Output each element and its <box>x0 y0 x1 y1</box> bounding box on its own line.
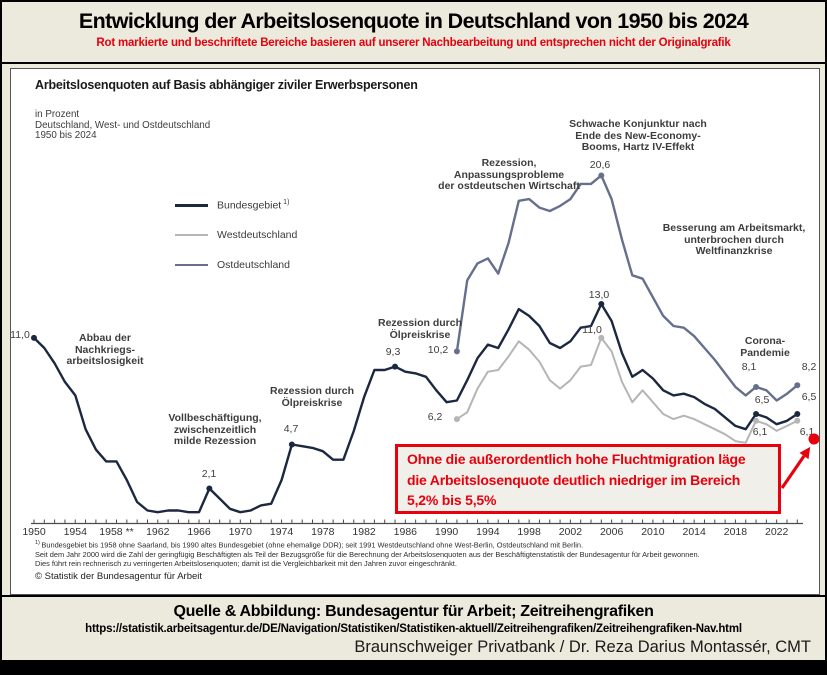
data-point-marker <box>598 172 605 179</box>
chart-subtitle-line: Deutschland, West- und Ostdeutschland <box>35 119 211 131</box>
copyright: © Statistik der Bundesagentur für Arbeit <box>35 571 203 582</box>
value-label: 6,1 <box>752 426 768 438</box>
value-label: 11,0 <box>10 329 30 341</box>
legend-label: Bundesgebiet 1) <box>217 198 290 212</box>
chart-subtitle-line: in Prozent <box>35 109 80 120</box>
legend-line-swatch <box>175 203 208 207</box>
axis-tick-label: 2022 <box>764 526 789 538</box>
red-annotation-line: Ohne die außerordentlich hohe Fluchtmigr… <box>407 451 746 467</box>
legend-item-ostdeutschland: Ostdeutschland <box>175 258 297 272</box>
legend-item-westdeutschland: Westdeutschland <box>175 228 297 242</box>
page-subtitle: Rot markierte und beschriftete Bereiche … <box>96 37 731 49</box>
axis-tick-label: 1962 <box>146 526 170 538</box>
data-point-marker <box>753 417 760 424</box>
red-annotation-line: die Arbeitslosenquote deutlich niedriger… <box>407 471 741 488</box>
data-point-marker <box>598 334 605 341</box>
source-url: https://statistik.arbeitsagentur.de/DE/N… <box>85 623 742 635</box>
chart-title: Arbeitslosenquoten auf Basis abhängiger … <box>35 78 418 92</box>
axis-tick-label: 1954 <box>63 526 87 538</box>
footnote-line: Seit dem Jahr 2000 wird die Zahl der ger… <box>35 549 700 559</box>
value-label: 8,2 <box>801 361 817 373</box>
chart-annotation: Rezession, Anpassungsprobleme der ostdeuts… <box>438 157 580 192</box>
axis-tick-label: 1966 <box>187 526 211 538</box>
data-point-marker <box>753 411 760 418</box>
axis-tick-label: 2018 <box>723 526 748 538</box>
data-point-marker <box>31 334 37 341</box>
value-label: 2,1 <box>201 468 217 480</box>
footnote-line: 1) Bundesgebiet bis 1958 ohne Saarland, … <box>35 540 584 550</box>
value-label: 11,0 <box>582 324 602 336</box>
chart-panel: Arbeitslosenquoten auf Basis abhängiger … <box>10 68 820 595</box>
value-label: 8,1 <box>741 361 757 373</box>
series-line-ostdeutschland <box>455 174 799 402</box>
legend-line-swatch <box>175 264 208 266</box>
chart-annotation: Vollbeschäftigung, zwischenzeitlich milde … <box>168 412 262 447</box>
value-label: 10,2 <box>427 344 449 356</box>
value-label: 6,5 <box>801 391 817 403</box>
bottom-bar <box>2 660 825 673</box>
series-line-westdeutschland <box>455 336 799 444</box>
red-annotation-line: 5,2% bis 5,5% <box>407 492 497 508</box>
data-point-marker <box>598 301 605 308</box>
chart-annotation: Rezession durch Ölpreiskrise <box>377 317 463 341</box>
legend-item-bundesgebiet: Bundesgebiet 1) <box>175 198 297 212</box>
red-annotation-box: Ohne die außerordentlich hohe Fluchtmigr… <box>395 444 781 514</box>
axis-tick-label: 1994 <box>476 526 500 538</box>
value-label: 4,7 <box>283 423 299 435</box>
value-label: 6,1 <box>799 426 815 438</box>
axis-tick-label: 1998 <box>517 526 541 538</box>
chart-subtitle: in Prozent Deutschland, West- und Ostdeu… <box>35 109 211 142</box>
data-point-marker <box>794 411 801 418</box>
value-label: 9,3 <box>385 346 401 358</box>
chart-annotation: Besserung am Arbeitsmarkt, unterbrochen d… <box>662 222 806 257</box>
credit-line: Braunschweiger Privatbank / Dr. Reza Dar… <box>354 638 811 656</box>
chart-subtitle-line: 1950 bis 2024 <box>35 130 97 141</box>
axis-tick-label: 1982 <box>352 526 376 538</box>
chart-annotation: Schwache Konjunktur nach Ende des New-Eco… <box>569 118 707 153</box>
header: Entwicklung der Arbeitslosenquote in Deu… <box>2 2 825 64</box>
footnotes: 1) Bundesgebiet bis 1958 ohne Saarland, … <box>35 539 700 568</box>
value-label: 20,6 <box>589 159 611 171</box>
page-title: Entwicklung der Arbeitslosenquote in Deu… <box>78 9 749 33</box>
axis-tick-label: 2006 <box>599 526 624 538</box>
chart-annotation: Rezession durch Ölpreiskrise <box>269 385 355 409</box>
footnote-line: Dies führt rein rechnerisch zu verringer… <box>35 558 457 568</box>
axis-tick-label: 1950 <box>22 526 46 538</box>
data-point-marker <box>794 417 801 424</box>
data-point-marker <box>453 416 460 423</box>
source-line: Quelle & Abbildung: Bundesagentur für Ar… <box>173 603 654 620</box>
axis-tick-label: 1970 <box>228 526 252 538</box>
series-line-bundesgebiet <box>32 302 799 514</box>
data-point-marker <box>392 363 399 370</box>
axis-tick-label: 1974 <box>269 526 294 538</box>
footer: Quelle & Abbildung: Bundesagentur für Ar… <box>2 595 825 664</box>
axis-tick-label: 2014 <box>682 526 706 538</box>
data-point-marker <box>794 382 801 389</box>
axis-tick-label: 1990 <box>434 526 459 538</box>
data-point-marker <box>453 348 460 355</box>
value-label: 6,5 <box>754 394 770 406</box>
chart-annotation: Abbau der Nachkriegs-arbeitslosigkeit <box>66 332 144 367</box>
legend-label: Ostdeutschland <box>217 259 290 271</box>
chart-annotation: Corona- Pandemie <box>740 335 790 359</box>
data-point-marker <box>288 441 295 448</box>
legend-line-swatch <box>175 234 208 236</box>
axis-tick-label: 2010 <box>641 526 665 538</box>
axis-tick-label: 2002 <box>558 526 583 538</box>
legend: Bundesgebiet 1) Westdeutschland Ostdeutsch… <box>175 198 297 288</box>
data-point-marker <box>753 383 760 390</box>
axis-tick-label: 1986 <box>393 526 418 538</box>
value-label: 6,2 <box>427 411 443 423</box>
data-point-marker <box>206 485 213 492</box>
plot-canvas <box>31 172 803 525</box>
legend-label: Westdeutschland <box>217 229 298 241</box>
value-label: 13,0 <box>588 289 610 301</box>
axis-tick-label: 1978 <box>311 526 335 538</box>
axis-tick-label: 1958 ** <box>99 526 134 538</box>
